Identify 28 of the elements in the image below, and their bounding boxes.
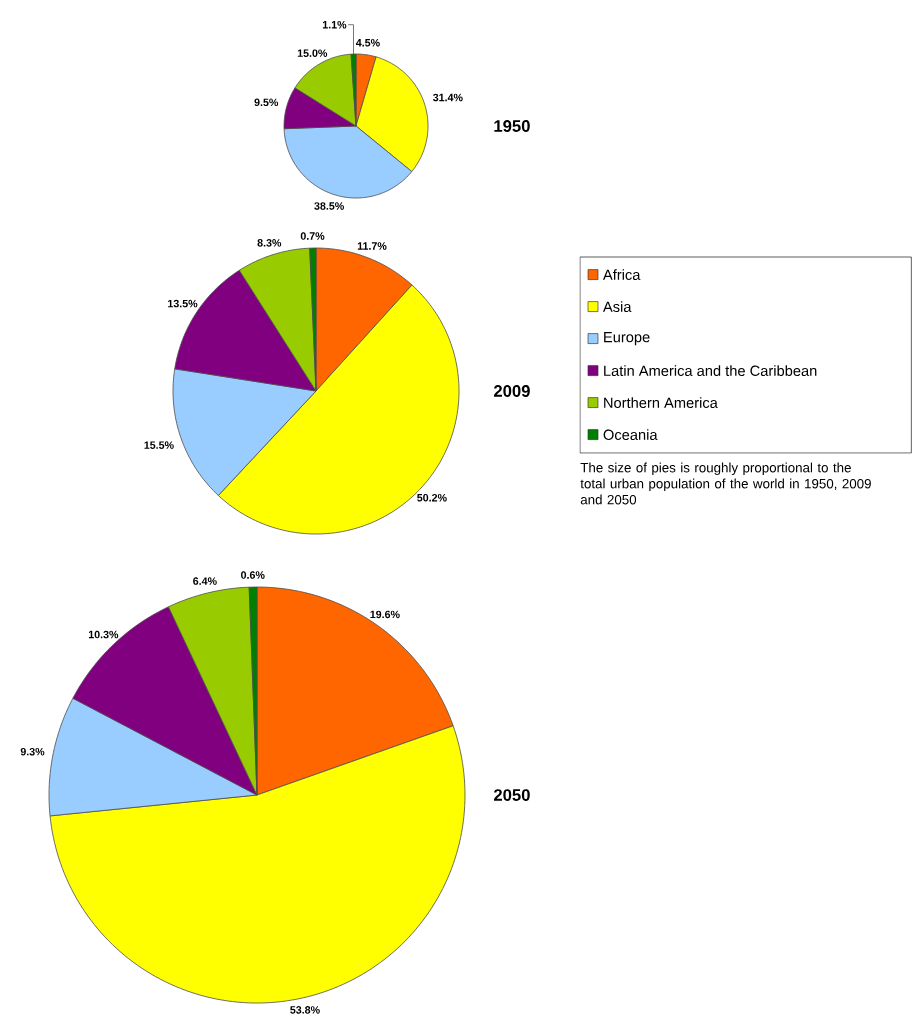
data-label: 0.6%	[241, 571, 265, 579]
data-label: 53.8%	[290, 1006, 320, 1014]
legend-label: Latin America and the Caribbean	[604, 365, 817, 376]
data-label: 9.5%	[254, 98, 279, 107]
data-label: 10.3%	[88, 630, 119, 639]
legend-label: Africa	[602, 269, 641, 280]
legend-label: Asia	[602, 301, 632, 312]
data-label: 4.5%	[355, 39, 380, 47]
data-label: 6.4%	[193, 577, 217, 585]
legend-label: Northern America	[604, 397, 718, 408]
data-label: 38.5%	[314, 202, 344, 210]
legend-label: Oceania	[603, 429, 658, 440]
data-label: 0.7%	[300, 232, 325, 240]
data-label: 8.3%	[257, 239, 282, 247]
data-label: 11.7%	[357, 242, 387, 250]
legend-label: Europe	[604, 332, 650, 346]
data-label: 13.5%	[168, 299, 198, 308]
data-label: 15.5%	[144, 441, 174, 449]
data-label: 19.6%	[370, 610, 400, 619]
data-label: 1.1%	[322, 20, 347, 29]
text: 1950	[494, 120, 530, 132]
data-label: 15.0%	[297, 49, 328, 57]
text: 2009	[493, 385, 530, 397]
text: The size of pies is roughly proportional to the total urban population of the world in 1950, 2009 and 2050	[580, 462, 871, 505]
text: 2050	[493, 789, 530, 801]
data-label: 31.4%	[432, 93, 463, 102]
data-label: 9.3%	[20, 747, 45, 756]
data-label: 50.2%	[417, 493, 447, 502]
